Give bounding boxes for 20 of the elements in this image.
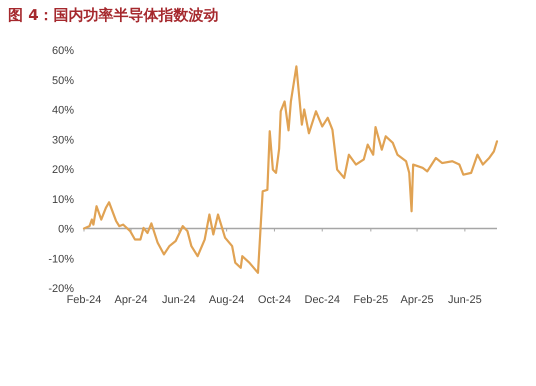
y-tick-label: 0% xyxy=(58,224,74,236)
x-tick-label: Jun-25 xyxy=(448,294,482,306)
y-tick-label: 20% xyxy=(52,164,74,176)
chart-title: 图 4：国内功率半导体指数波动 xyxy=(8,6,219,24)
y-tick-label: 50% xyxy=(52,74,74,87)
x-tick-label: Aug-24 xyxy=(208,294,244,306)
x-tick-label: Oct-24 xyxy=(258,294,291,306)
x-tick-label: Apr-25 xyxy=(400,294,434,306)
x-tick-label: Feb-25 xyxy=(353,294,388,306)
x-tick-label: Feb-24 xyxy=(66,294,102,306)
x-tick-label: Jun-24 xyxy=(162,294,196,306)
y-tick-label: 60% xyxy=(52,45,74,57)
y-tick-label: 10% xyxy=(52,194,74,206)
x-tick-label: Dec-24 xyxy=(304,294,340,306)
line-series xyxy=(82,65,498,274)
y-tick-label: 30% xyxy=(52,134,74,146)
x-tick-label: Apr-24 xyxy=(114,294,148,306)
y-tick-label: 40% xyxy=(52,104,74,116)
y-tick-label: -20% xyxy=(48,283,74,295)
y-tick-label: -10% xyxy=(48,253,74,266)
